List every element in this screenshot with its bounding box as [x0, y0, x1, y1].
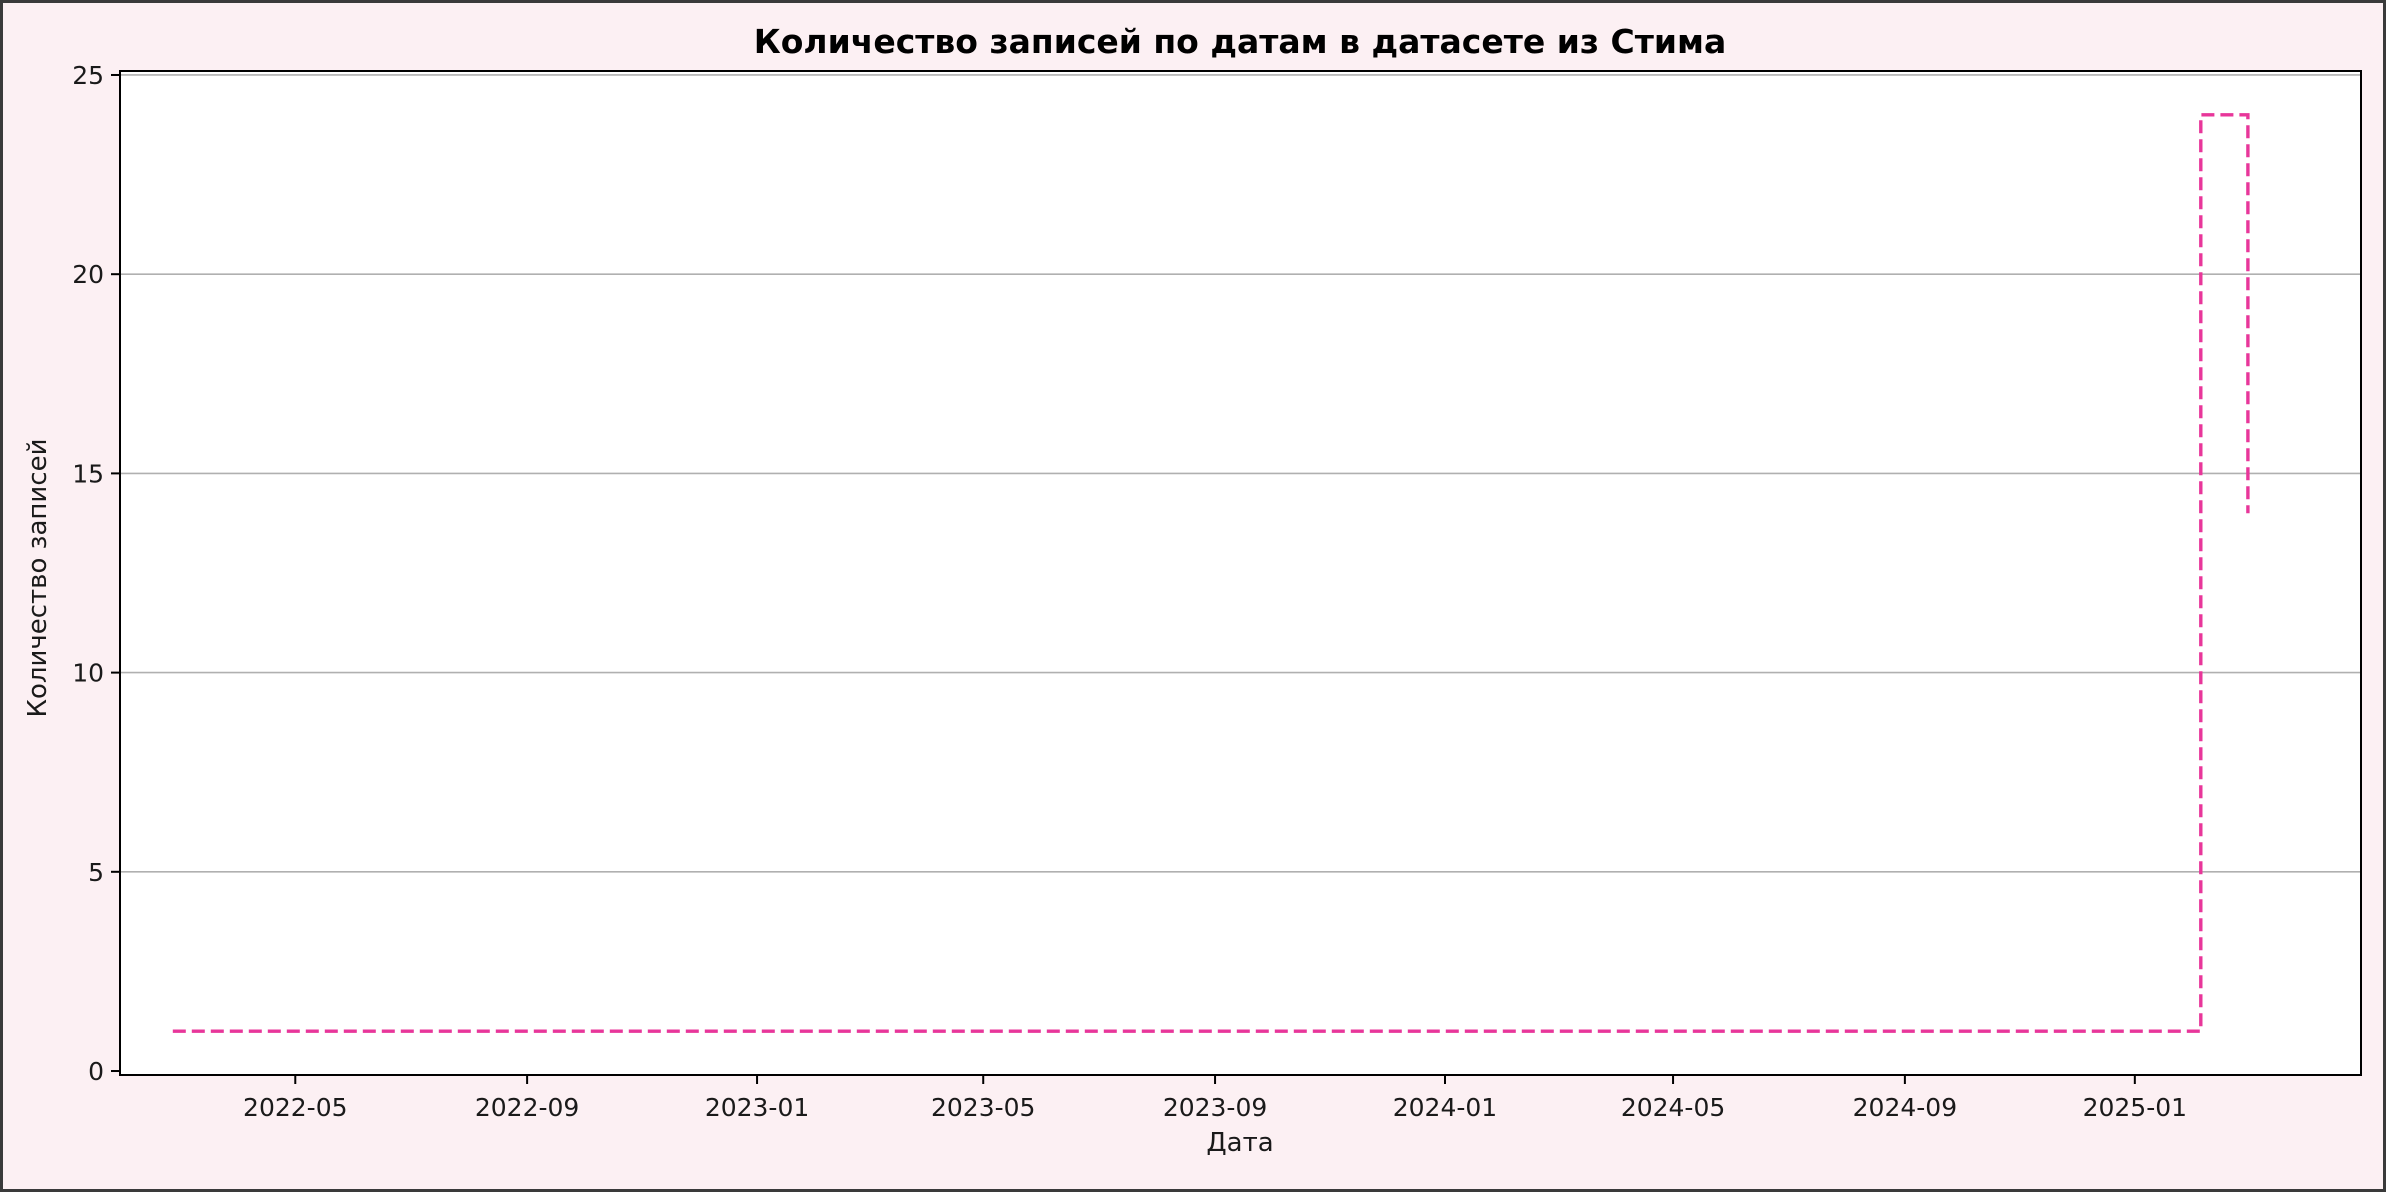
x-tick-label: 2022-05	[243, 1093, 347, 1122]
x-tick-label: 2023-09	[1163, 1093, 1267, 1122]
plot-frame	[119, 70, 2362, 1076]
y-tick-label: 0	[88, 1057, 104, 1086]
grid-lines	[120, 74, 2361, 873]
y-axis-ticks: 0 5 10 15 20 25	[72, 61, 120, 1086]
x-tick-label: 2024-01	[1393, 1093, 1497, 1122]
x-tick-label: 2024-09	[1853, 1093, 1957, 1122]
y-tick-label: 10	[72, 659, 104, 688]
line-chart: Количество записей по датам в датасете и…	[23, 22, 2362, 1158]
plot-area	[120, 71, 2361, 1075]
x-tick-label: 2023-01	[705, 1093, 809, 1122]
series-layer	[172, 113, 2250, 1033]
series-line	[172, 113, 2250, 1033]
x-tick-label: 2024-05	[1621, 1093, 1725, 1122]
y-tick-label: 15	[72, 459, 104, 488]
x-tick-label: 2022-09	[475, 1093, 579, 1122]
y-tick-label: 25	[72, 61, 104, 90]
y-tick-label: 20	[72, 260, 104, 289]
chart-title: Количество записей по датам в датасете и…	[754, 22, 1727, 61]
x-tick-label: 2023-05	[931, 1093, 1035, 1122]
x-axis-ticks: 2022-05 2022-09 2023-01 2023-05 2023-09 2024-…	[243, 1075, 2187, 1122]
x-axis-label: Дата	[1206, 1128, 1273, 1158]
y-tick-label: 5	[88, 858, 104, 887]
y-axis-label: Количество записей	[23, 438, 53, 717]
x-tick-label: 2025-01	[2083, 1093, 2187, 1122]
